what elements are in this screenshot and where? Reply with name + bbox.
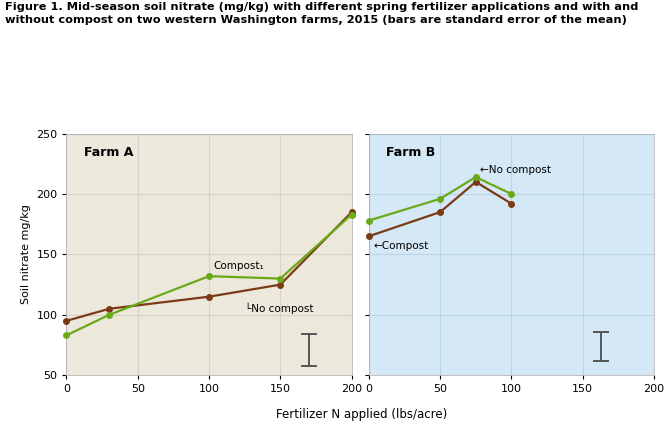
Text: Fertilizer N applied (lbs/acre): Fertilizer N applied (lbs/acre) (276, 407, 448, 421)
Text: ←Compost: ←Compost (373, 241, 428, 251)
Text: ←No compost: ←No compost (480, 165, 551, 175)
Text: Figure 1. Mid-season soil nitrate (mg/kg) with different spring fertilizer appli: Figure 1. Mid-season soil nitrate (mg/kg… (5, 2, 639, 25)
Y-axis label: Soil nitrate mg/kg: Soil nitrate mg/kg (21, 204, 31, 304)
Text: └No compost: └No compost (245, 303, 313, 314)
Text: Farm B: Farm B (386, 146, 435, 159)
Text: Farm A: Farm A (84, 146, 133, 159)
Text: Compost₁: Compost₁ (213, 261, 264, 271)
